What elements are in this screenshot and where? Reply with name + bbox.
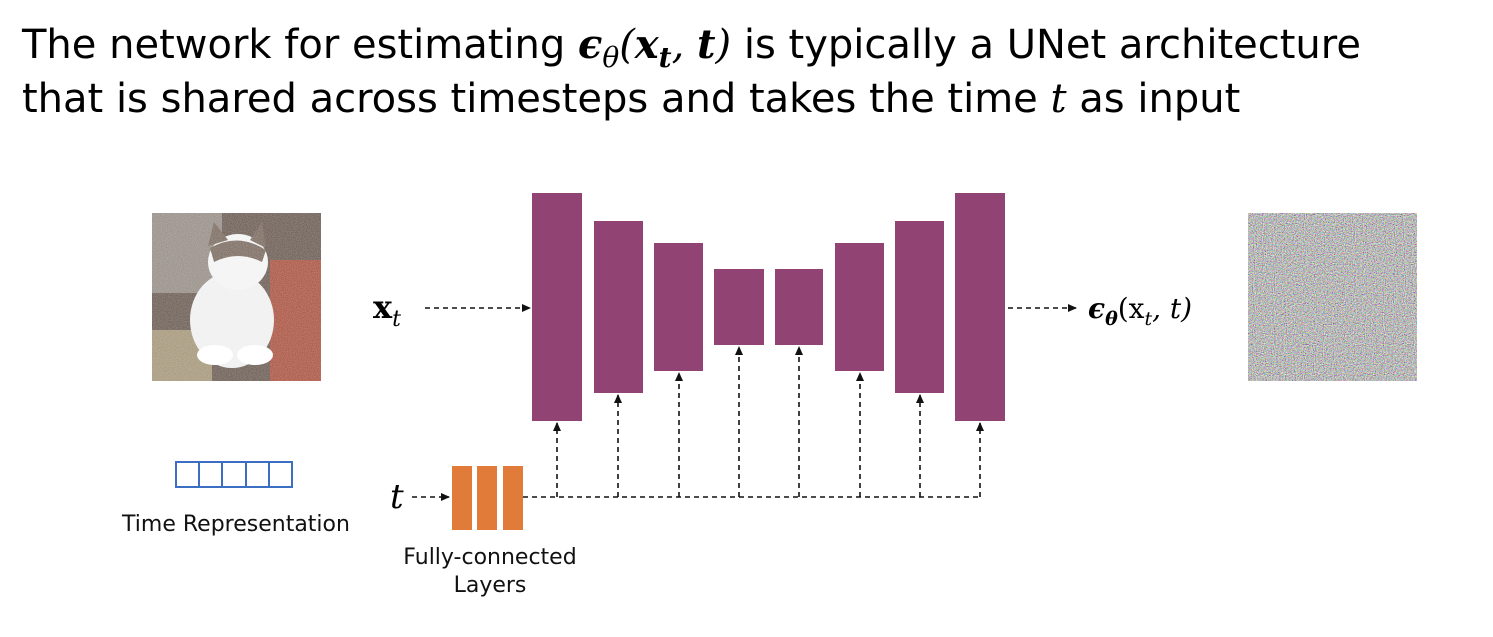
text-part: is typically a UNet architecture [731,22,1361,68]
title-line-2: that is shared across timesteps and take… [22,76,1240,122]
unet-block [594,221,643,393]
text-part: ϵ [1088,292,1105,325]
shape [175,461,293,488]
output-noise-image [1248,213,1417,381]
text-part: (x [1118,292,1145,325]
text-part: , [672,22,697,68]
unet-block [532,193,582,421]
fc-layers-label: Fully-connected [403,545,576,570]
text-part: ϵ [578,21,602,68]
text-part: that is shared across timesteps and take… [22,76,1051,122]
text-part: ( [619,22,636,68]
shape [503,466,523,530]
unet-block [654,243,703,371]
text-part: x [373,288,393,326]
fc-layers [452,466,523,530]
text-part: t [1144,308,1152,330]
input-label: xt [373,288,401,332]
text-part: The network for estimating [21,22,578,68]
unet-block [714,269,764,345]
text-part: θ [602,41,619,74]
text-part: x [634,21,660,68]
title-line-1: The network for estimating ϵθ(xt, t) is … [21,21,1361,74]
text-part: t [697,21,716,68]
time-representation-vector [175,461,293,488]
unet-block [955,193,1005,421]
shape [452,466,472,530]
fc-layers-label: Layers [454,573,527,598]
input-image [152,213,321,381]
text-part: as input [1067,76,1241,122]
text-part: ) [715,22,732,68]
unet-block [775,269,823,345]
text-part: t [392,307,401,332]
output-label: ϵθ(xt, t) [1088,292,1192,330]
unet-block [835,243,884,371]
time-representation-label: Time Representation [121,512,350,537]
text-part: , t) [1152,292,1192,325]
shape [152,213,321,381]
shape [477,466,497,530]
text-part: t [1051,76,1068,122]
text-part: θ [1105,308,1118,330]
unet [532,193,1005,421]
text-part: t [659,41,672,74]
unet-block [895,221,944,393]
time-label: t [390,477,404,517]
time-embedding-connections [523,346,984,498]
